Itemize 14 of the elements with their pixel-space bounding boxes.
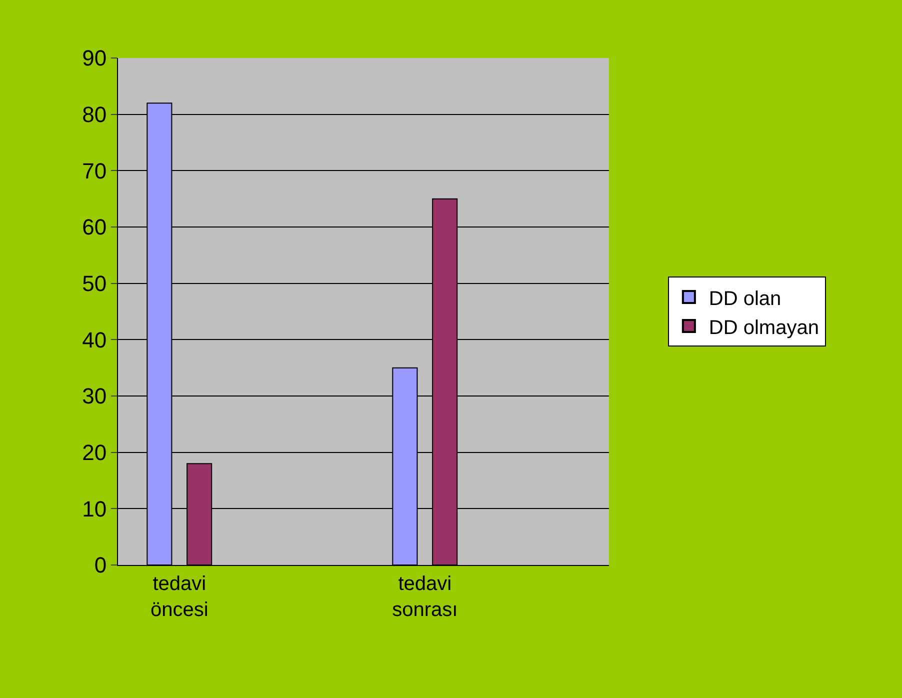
y-tick-label: 80 xyxy=(82,102,107,128)
x-tick-label: tedavi sonrası xyxy=(392,573,458,621)
y-tick-label: 90 xyxy=(82,46,107,71)
legend-label: DD olan xyxy=(708,288,782,310)
y-tick-label: 20 xyxy=(82,440,107,466)
y-tick-label: 30 xyxy=(82,384,107,409)
legend-label: DD olmayan xyxy=(708,316,819,339)
y-tick-label: 0 xyxy=(94,552,107,578)
y-tick-label: 50 xyxy=(82,271,107,296)
y-tick-label: 10 xyxy=(82,496,107,522)
y-tick-label: 60 xyxy=(82,214,107,240)
y-tick-label: 40 xyxy=(82,327,107,352)
x-tick-label: tedavi öncesi xyxy=(150,573,208,621)
y-tick-label: 70 xyxy=(82,158,107,184)
